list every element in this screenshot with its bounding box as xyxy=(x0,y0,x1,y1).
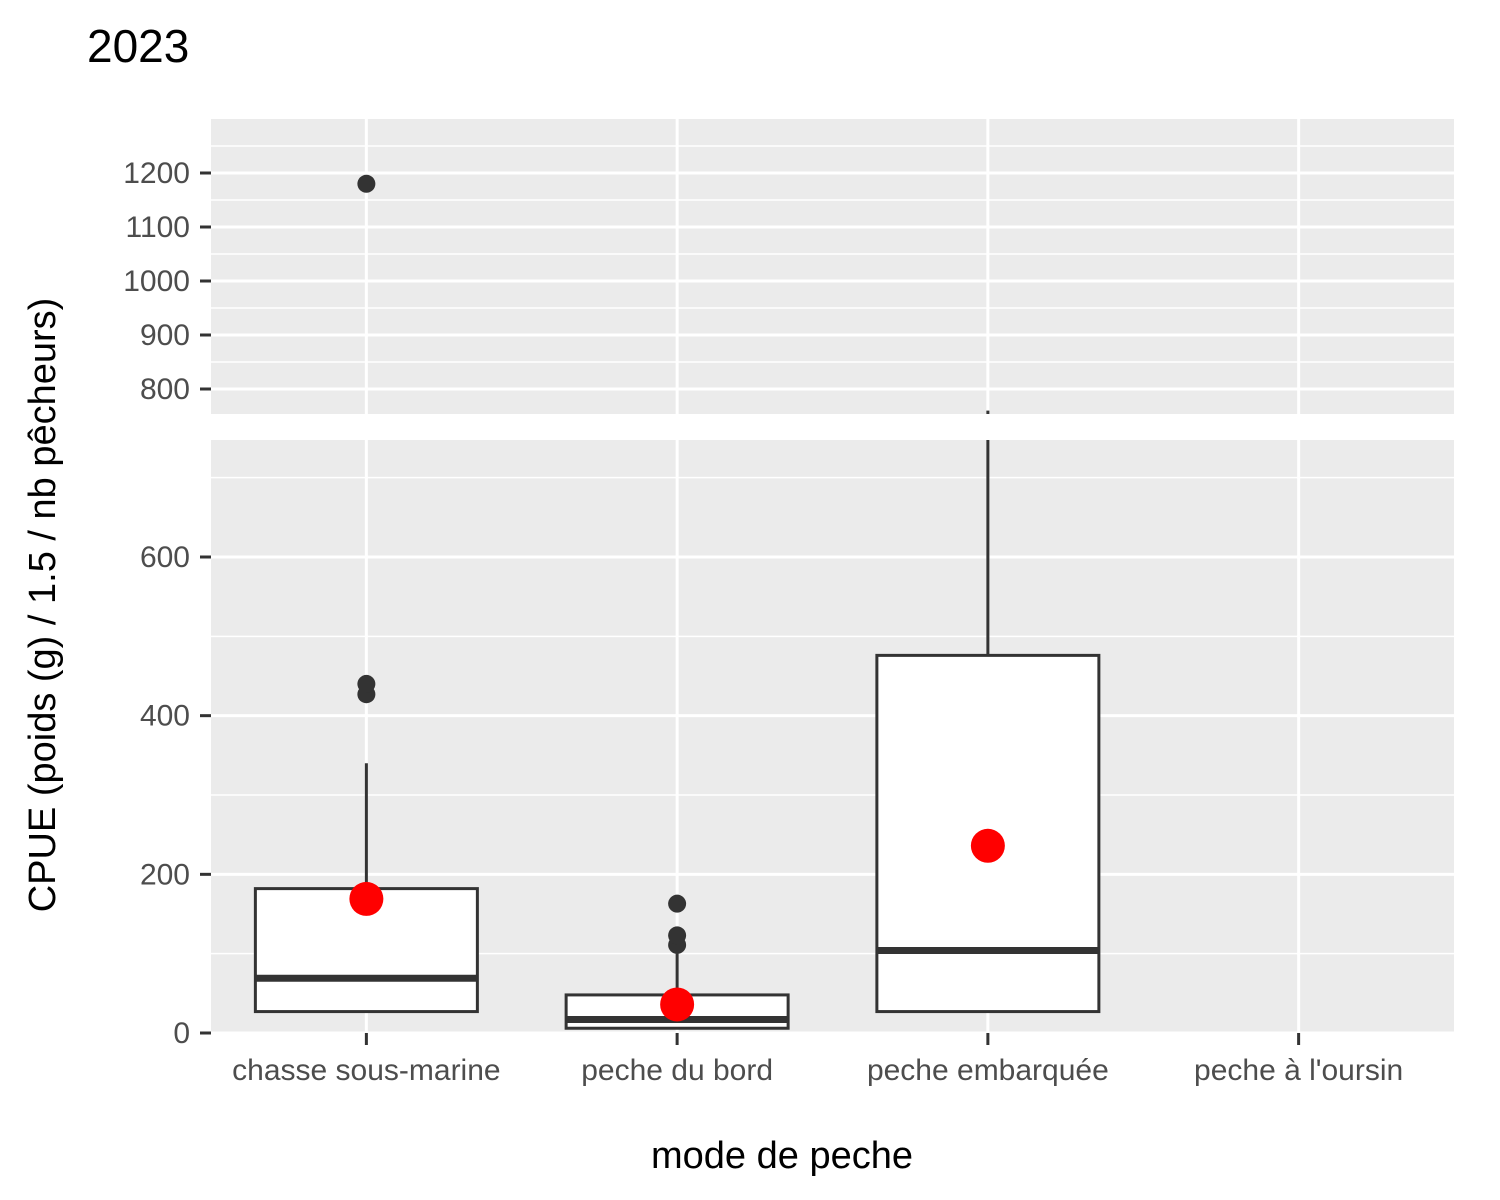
y-tick-label: 1100 xyxy=(125,211,190,244)
outlier-point xyxy=(668,926,687,945)
upper-panel-background xyxy=(211,119,1454,414)
x-tick-label: peche embarquée xyxy=(867,1054,1109,1087)
mean-point xyxy=(970,828,1005,863)
y-tick-label: 600 xyxy=(140,541,190,574)
outlier-point xyxy=(357,174,376,193)
x-tick-label: peche à l'oursin xyxy=(1194,1054,1403,1087)
y-tick-label: 800 xyxy=(140,373,190,406)
chart-title: 2023 xyxy=(87,20,189,72)
mean-point xyxy=(349,881,384,916)
axis-ticks: 800 900 1000 1100 1200 0 200 400 600 chasse sous-… xyxy=(123,157,1403,1087)
points xyxy=(349,174,1005,1022)
outlier-point xyxy=(357,674,376,693)
mean-point xyxy=(660,987,695,1022)
y-axis-title: CPUE (poids (g) / 1.5 / nb pêcheurs) xyxy=(22,298,64,913)
y-tick-label: 400 xyxy=(140,700,190,733)
x-tick-label: peche du bord xyxy=(581,1054,773,1087)
x-axis-title: mode de peche xyxy=(651,1135,913,1177)
x-tick-label: chasse sous-marine xyxy=(232,1054,500,1087)
y-tick-label: 0 xyxy=(173,1017,190,1050)
y-tick-label: 200 xyxy=(140,858,190,891)
outlier-point xyxy=(668,894,687,913)
y-tick-label: 1200 xyxy=(123,157,190,190)
y-tick-label: 900 xyxy=(140,319,190,352)
y-tick-label: 1000 xyxy=(123,265,190,298)
